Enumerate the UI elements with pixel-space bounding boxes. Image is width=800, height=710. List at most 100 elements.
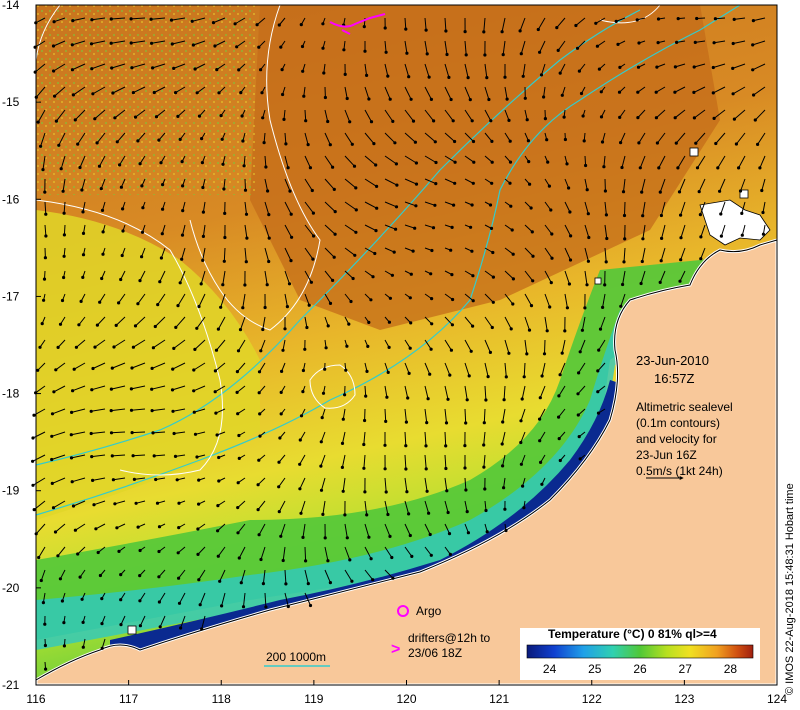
velocity-vector	[201, 615, 206, 630]
velocity-vector	[171, 17, 186, 21]
velocity-vector-head	[587, 235, 591, 240]
velocity-vector	[424, 477, 428, 492]
velocity-vector	[32, 431, 46, 439]
velocity-vector-head	[101, 252, 105, 256]
velocity-vector	[260, 546, 266, 560]
velocity-vector	[284, 155, 289, 168]
velocity-vector	[384, 155, 397, 165]
velocity-vector	[464, 500, 468, 512]
velocity-vector-head	[500, 30, 504, 34]
velocity-vector-head	[369, 120, 374, 124]
velocity-vector-head	[131, 454, 135, 458]
velocity-vector	[464, 316, 473, 327]
velocity-vector	[243, 592, 246, 607]
velocity-vector-head	[50, 412, 55, 416]
velocity-vector-head	[453, 139, 457, 144]
velocity-vector-head	[287, 282, 292, 286]
velocity-vector-head	[239, 91, 243, 95]
velocity-vector-head	[425, 421, 429, 425]
velocity-vector-head	[365, 73, 369, 77]
velocity-vector-head	[507, 351, 511, 355]
velocity-vector-head	[138, 574, 142, 578]
velocity-vector-head	[471, 274, 475, 278]
velocity-vector-head	[311, 257, 315, 261]
annotation-line: and velocity for	[636, 432, 717, 446]
velocity-vector	[321, 477, 326, 491]
velocity-vector-head	[81, 620, 85, 625]
velocity-vector-head	[679, 213, 683, 217]
velocity-vector-head	[558, 458, 562, 463]
velocity-vector-head	[129, 17, 133, 21]
velocity-vector-head	[531, 279, 535, 283]
velocity-vector-head	[387, 320, 391, 324]
velocity-vector-head	[177, 576, 181, 580]
velocity-vector	[322, 500, 326, 515]
velocity-vector-head	[43, 643, 48, 648]
velocity-vector-head	[267, 213, 271, 217]
velocity-vector-head	[52, 69, 56, 73]
velocity-vector-head	[621, 282, 625, 287]
velocity-vector-head	[575, 46, 580, 50]
velocity-vector	[264, 247, 270, 262]
velocity-vector	[91, 40, 106, 45]
velocity-vector-head	[159, 256, 163, 260]
velocity-vector-head	[38, 345, 42, 349]
velocity-vector	[244, 247, 247, 262]
velocity-vector	[464, 339, 472, 352]
velocity-vector-head	[115, 526, 119, 530]
velocity-vector-head	[394, 162, 398, 166]
velocity-vector	[679, 178, 686, 193]
velocity-vector-head	[60, 298, 65, 303]
velocity-vector-head	[761, 232, 766, 236]
velocity-vector	[404, 40, 408, 54]
velocity-vector-head	[245, 236, 249, 240]
velocity-vector-head	[331, 165, 335, 169]
velocity-vector-head	[176, 114, 180, 118]
velocity-vector	[524, 293, 532, 306]
velocity-vector-head	[138, 624, 142, 628]
velocity-vector-head	[600, 140, 605, 144]
velocity-vector	[304, 224, 314, 237]
velocity-vector	[638, 132, 646, 144]
velocity-vector-head	[121, 229, 125, 233]
colorbar-tick-label: 27	[679, 662, 693, 676]
velocity-vector	[181, 247, 186, 260]
velocity-vector	[364, 132, 375, 144]
velocity-vector	[404, 362, 410, 374]
velocity-vector-head	[490, 325, 494, 330]
velocity-vector	[444, 40, 448, 55]
velocity-vector-head	[78, 575, 82, 579]
velocity-vector	[223, 247, 226, 262]
velocity-vector-head	[99, 187, 103, 191]
velocity-vector	[151, 17, 166, 20]
velocity-vector	[180, 615, 186, 629]
velocity-vector	[114, 109, 126, 119]
velocity-vector	[194, 408, 206, 413]
velocity-vector	[522, 63, 526, 77]
velocity-vector	[674, 86, 686, 93]
velocity-vector-head	[197, 478, 201, 482]
velocity-vector	[135, 316, 146, 327]
velocity-vector	[695, 40, 706, 43]
velocity-vector	[53, 385, 66, 393]
velocity-vector	[238, 339, 246, 352]
velocity-vector	[364, 569, 374, 581]
velocity-vector	[193, 40, 206, 46]
velocity-vector-head	[288, 189, 292, 193]
velocity-vector-head	[542, 95, 546, 99]
velocity-vector-head	[482, 465, 486, 469]
velocity-vector-head	[69, 456, 74, 460]
velocity-vector-head	[580, 328, 585, 332]
velocity-vector	[584, 270, 588, 285]
velocity-vector-head	[174, 91, 178, 95]
velocity-vector-head	[277, 485, 281, 489]
velocity-vector	[623, 247, 626, 262]
velocity-vector	[584, 224, 590, 238]
velocity-vector-head	[177, 601, 182, 605]
velocity-vector	[112, 362, 126, 369]
velocity-vector-head	[289, 212, 293, 216]
velocity-vector-head	[657, 166, 661, 170]
velocity-vector	[55, 362, 66, 371]
velocity-vector-head	[110, 66, 114, 70]
velocity-vector	[222, 270, 226, 285]
